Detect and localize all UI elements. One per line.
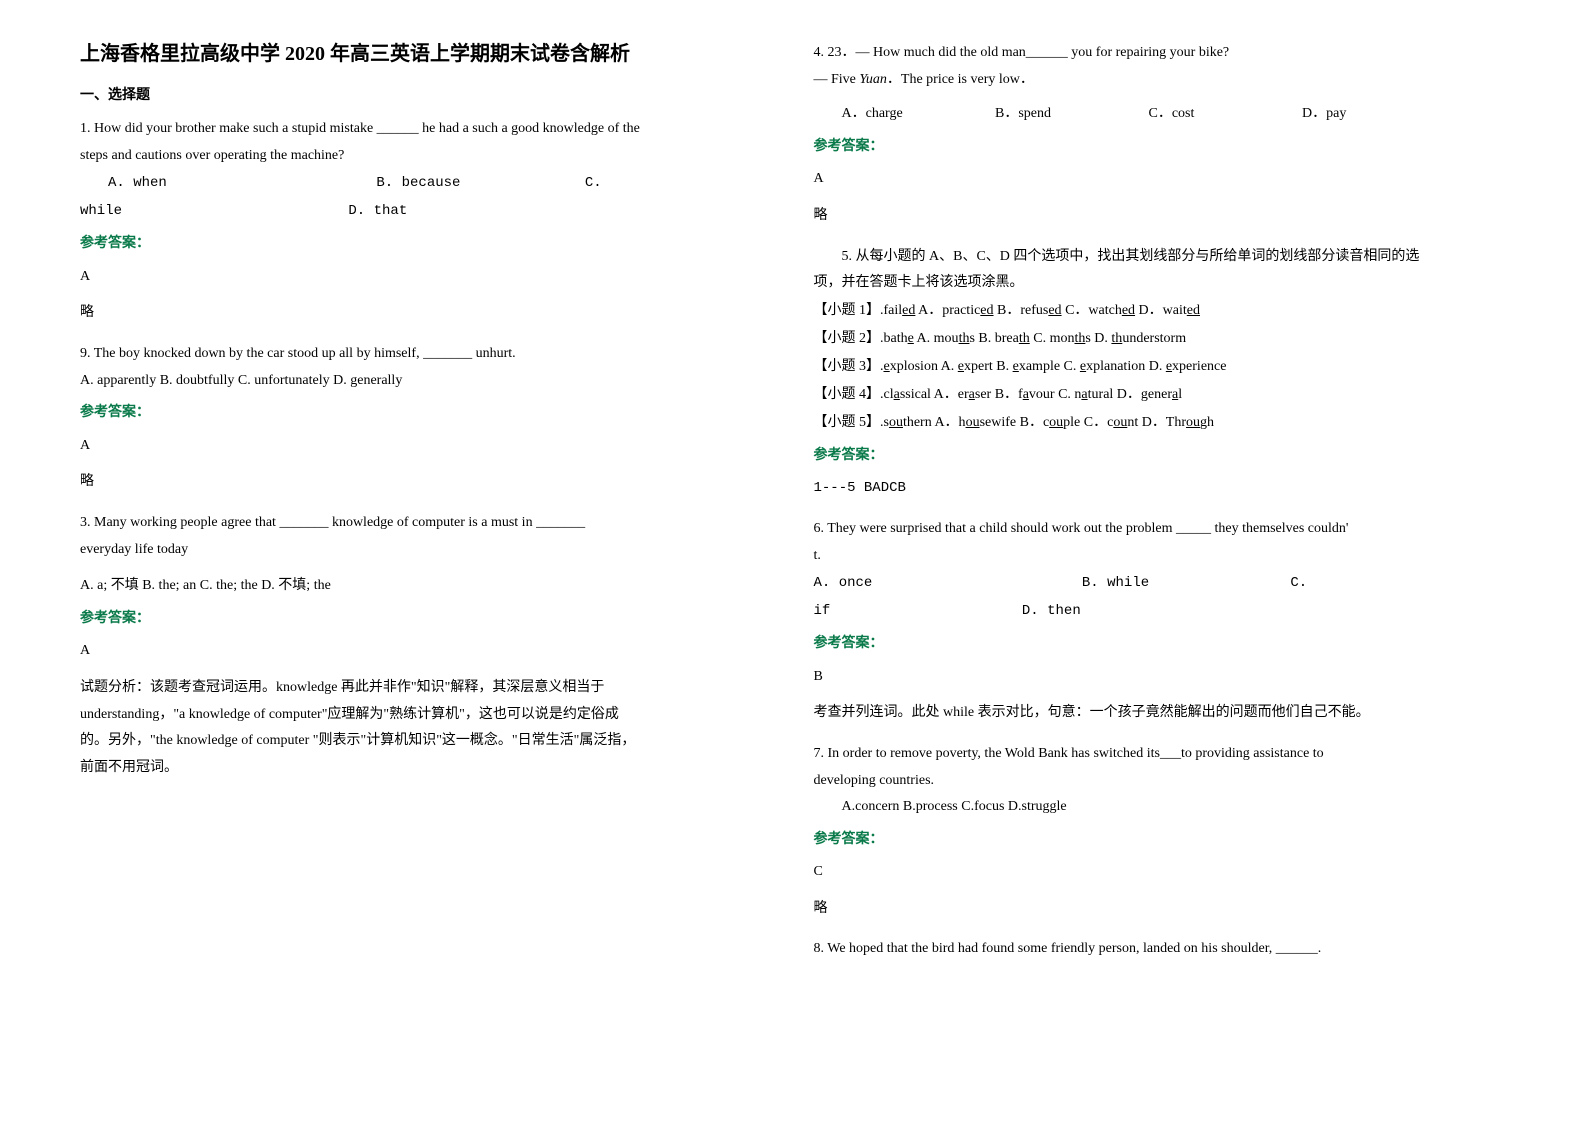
q5-stem-b: 项，并在答题卡上将该选项涂黑。 — [814, 270, 1508, 297]
q6-opt-c: C. — [1290, 575, 1307, 591]
q3-note-b: understanding，"a knowledge of computer"应… — [80, 702, 774, 729]
q4-options: A．charge B．spend C．cost D．pay — [842, 101, 1508, 128]
left-column: 上海香格里拉高级中学 2020 年高三英语上学期期末试卷含解析 一、选择题 1.… — [60, 40, 794, 1082]
q6-answer-label: 参考答案： — [814, 631, 1508, 658]
q5-stem-a: 5. 从每小题的 A、B、C、D 四个选项中，找出其划线部分与所给单词的划线部分… — [814, 244, 1508, 271]
q6-options: A. once B. while C. if D. then — [814, 569, 1508, 625]
q4-stem-b-it: Yuan — [859, 72, 887, 87]
q6-answer: B — [814, 664, 1508, 691]
q6-stem-a: 6. They were surprised that a child shou… — [814, 516, 1508, 543]
q3-stem-b: everyday life today — [80, 537, 774, 564]
question-7: 7. In order to remove poverty, the Wold … — [814, 741, 1508, 923]
q4-opt-b: B．spend — [995, 101, 1145, 128]
right-column: 4. 23．— How much did the old man______ y… — [794, 40, 1528, 1082]
document-title: 上海香格里拉高级中学 2020 年高三英语上学期期末试卷含解析 — [80, 40, 774, 68]
q4-opt-a: A．charge — [842, 101, 992, 128]
q1-opt-b: B. because — [376, 169, 576, 197]
q1-stem-b: steps and cautions over operating the ma… — [80, 143, 774, 170]
q5-sub4: 【小题 4】.classical A．eraser B．favour C. na… — [814, 381, 1508, 409]
q4-stem-b-pre: — Five — [814, 72, 860, 87]
q4-answer: A — [814, 166, 1508, 193]
q1-opt-d: D. that — [348, 203, 407, 219]
q2-answer-label: 参考答案： — [80, 400, 774, 427]
q1-opt-c: C. — [585, 175, 602, 191]
q1-options: A. when B. because C. while D. that — [108, 169, 774, 225]
q6-opt-b: B. while — [1082, 569, 1282, 597]
q1-opt-c2: while — [80, 197, 340, 225]
question-3: 3. Many working people agree that ______… — [80, 510, 774, 781]
q3-opts: A. a; 不填 B. the; an C. the; the D. 不填; t… — [80, 573, 774, 600]
q1-answer-label: 参考答案： — [80, 231, 774, 258]
q1-stem-a: 1. How did your brother make such a stup… — [80, 116, 774, 143]
question-4: 4. 23．— How much did the old man______ y… — [814, 40, 1508, 230]
q3-stem-a: 3. Many working people agree that ______… — [80, 510, 774, 537]
q2-opts: A. apparently B. doubtfully C. unfortuna… — [80, 368, 774, 395]
q6-stem-b: t. — [814, 543, 1508, 570]
q5-sub1: 【小题 1】.failed A．practiced B．refused C．wa… — [814, 297, 1508, 325]
q1-note: 略 — [80, 300, 774, 327]
q4-stem-b-post: ．The price is very low． — [887, 72, 1034, 87]
q5-answer-label: 参考答案： — [814, 443, 1508, 470]
q1-opt-a: A. when — [108, 169, 368, 197]
section-heading: 一、选择题 — [80, 84, 774, 104]
q7-answer-label: 参考答案： — [814, 827, 1508, 854]
q3-note-a: 试题分析：该题考查冠词运用。knowledge 再此并非作"知识"解释，其深层意… — [80, 675, 774, 702]
q7-stem-b: developing countries. — [814, 768, 1508, 795]
q3-answer: A — [80, 638, 774, 665]
q6-opt-d: D. then — [1022, 603, 1081, 619]
question-9: 9. The boy knocked down by the car stood… — [80, 341, 774, 496]
q2-stem: 9. The boy knocked down by the car stood… — [80, 341, 774, 368]
question-6: 6. They were surprised that a child shou… — [814, 516, 1508, 727]
q2-note: 略 — [80, 469, 774, 496]
q8-stem: 8. We hoped that the bird had found some… — [814, 936, 1508, 963]
q7-opts: A.concern B.process C.focus D.struggle — [842, 794, 1508, 821]
q3-note-c: 的。另外，"the knowledge of computer "则表示"计算机… — [80, 728, 774, 755]
q7-stem-a: 7. In order to remove poverty, the Wold … — [814, 741, 1508, 768]
question-5: 5. 从每小题的 A、B、C、D 四个选项中，找出其划线部分与所给单词的划线部分… — [814, 244, 1508, 502]
q6-opt-c2: if — [814, 597, 1014, 625]
q7-answer: C — [814, 859, 1508, 886]
q5-answer: 1---5 BADCB — [814, 475, 1508, 502]
q5-sub5: 【小题 5】.southern A．housewife B．couple C．c… — [814, 409, 1508, 437]
question-1: 1. How did your brother make such a stup… — [80, 116, 774, 327]
q4-stem-b: — Five Yuan．The price is very low． — [814, 67, 1508, 94]
q6-note: 考查并列连词。此处 while 表示对比，句意：一个孩子竟然能解出的问题而他们自… — [814, 700, 1508, 727]
q6-opt-a: A. once — [814, 569, 1074, 597]
question-8: 8. We hoped that the bird had found some… — [814, 936, 1508, 963]
q4-opt-d: D．pay — [1302, 101, 1346, 128]
q5-sub3: 【小题 3】.explosion A. expert B. example C.… — [814, 353, 1508, 381]
q2-answer: A — [80, 433, 774, 460]
q1-answer: A — [80, 264, 774, 291]
q3-answer-label: 参考答案： — [80, 606, 774, 633]
q7-note: 略 — [814, 896, 1508, 923]
q5-sub2: 【小题 2】.bathe A. mouths B. breath C. mont… — [814, 325, 1508, 353]
q3-note-d: 前面不用冠词。 — [80, 755, 774, 782]
q4-note: 略 — [814, 203, 1508, 230]
q4-opt-c: C．cost — [1149, 101, 1299, 128]
q4-stem-a: 4. 23．— How much did the old man______ y… — [814, 40, 1508, 67]
q4-answer-label: 参考答案： — [814, 134, 1508, 161]
